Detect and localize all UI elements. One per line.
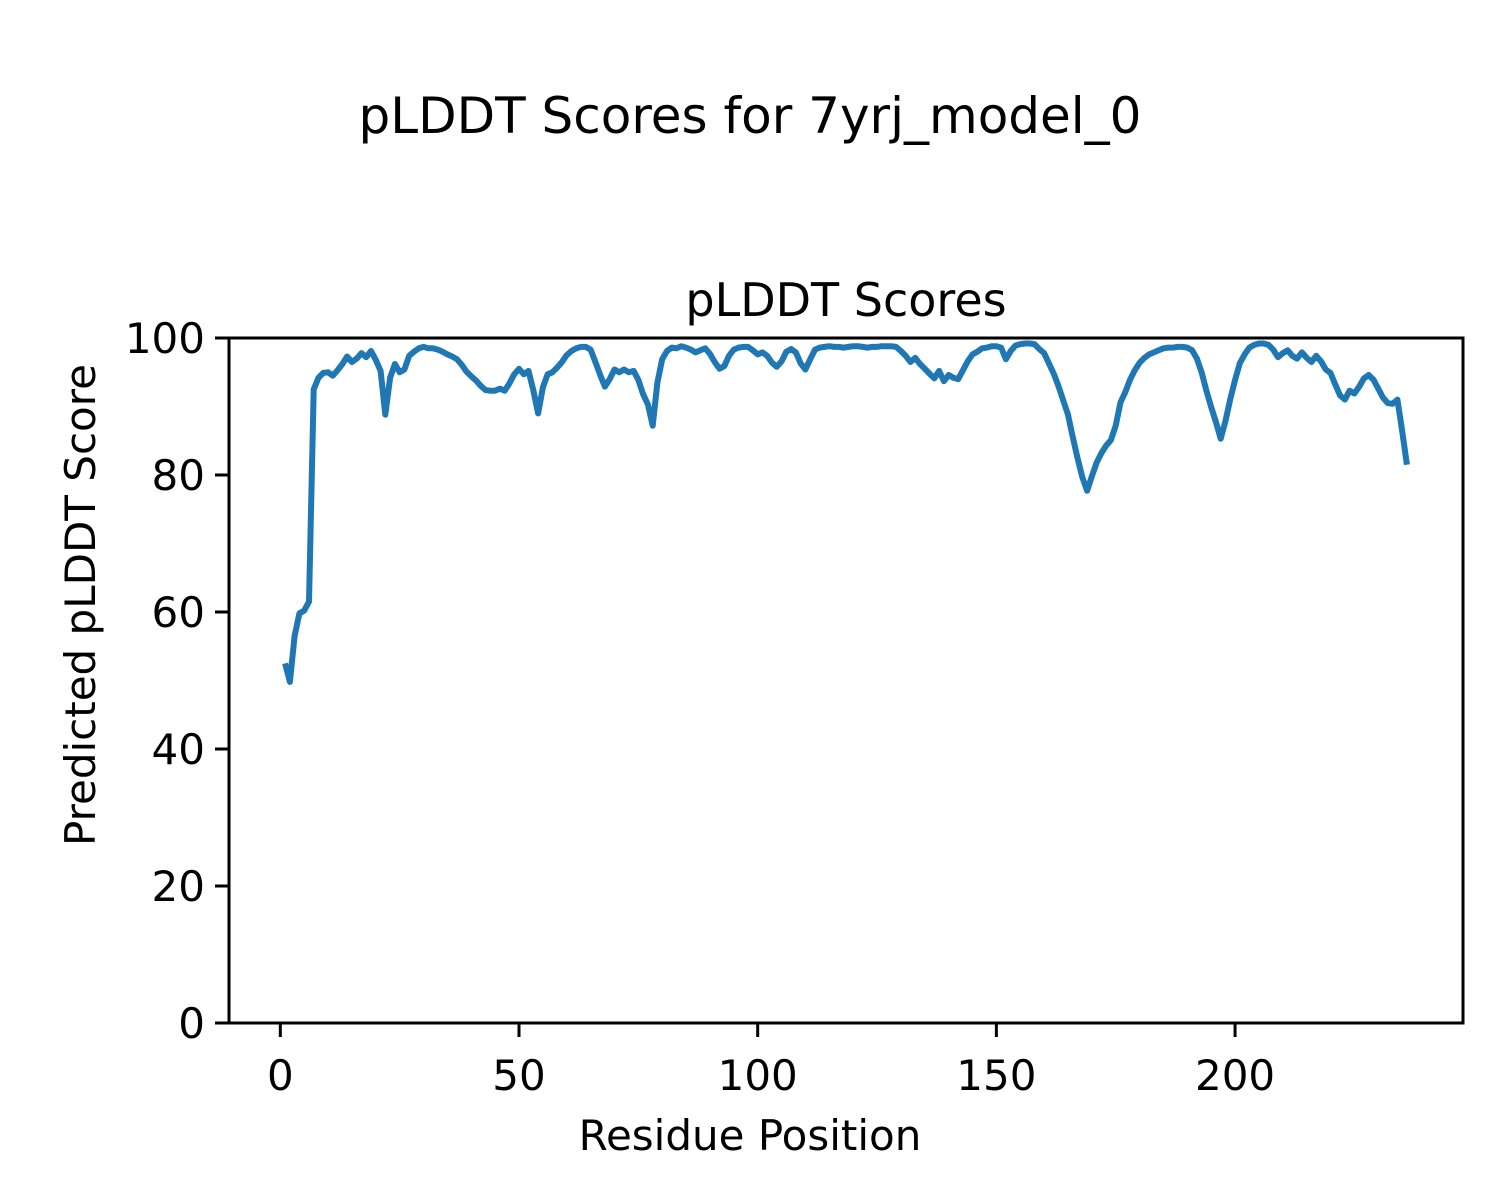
y-ticks: 0 20 40 60 80 100 [125, 314, 229, 1048]
axes: pLDDT Scores 0 50 100 150 200 0 20 40 60 80 100 R… [56, 273, 1465, 1160]
x-tick-label: 0 [267, 1051, 294, 1100]
axes-spines [227, 336, 1465, 1025]
y-tick-label: 0 [178, 999, 205, 1048]
y-tick-label: 20 [152, 862, 205, 911]
y-tick-label: 80 [152, 451, 205, 500]
y-axis-label: Predicted pLDDT Score [56, 364, 105, 846]
x-tick-label: 200 [1195, 1051, 1275, 1100]
y-tick-label: 60 [152, 588, 205, 637]
x-ticks: 0 50 100 150 200 [267, 1023, 1275, 1100]
plddt-line [282, 340, 1410, 685]
y-tick-label: 40 [152, 725, 205, 774]
x-tick-label: 50 [492, 1051, 545, 1100]
y-tick-label: 100 [125, 314, 205, 363]
axes-title: pLDDT Scores [685, 273, 1006, 327]
figure-suptitle: pLDDT Scores for 7yrj_model_0 [358, 87, 1141, 145]
x-tick-label: 150 [956, 1051, 1036, 1100]
x-tick-label: 100 [718, 1051, 798, 1100]
x-axis-label: Residue Position [579, 1111, 922, 1160]
